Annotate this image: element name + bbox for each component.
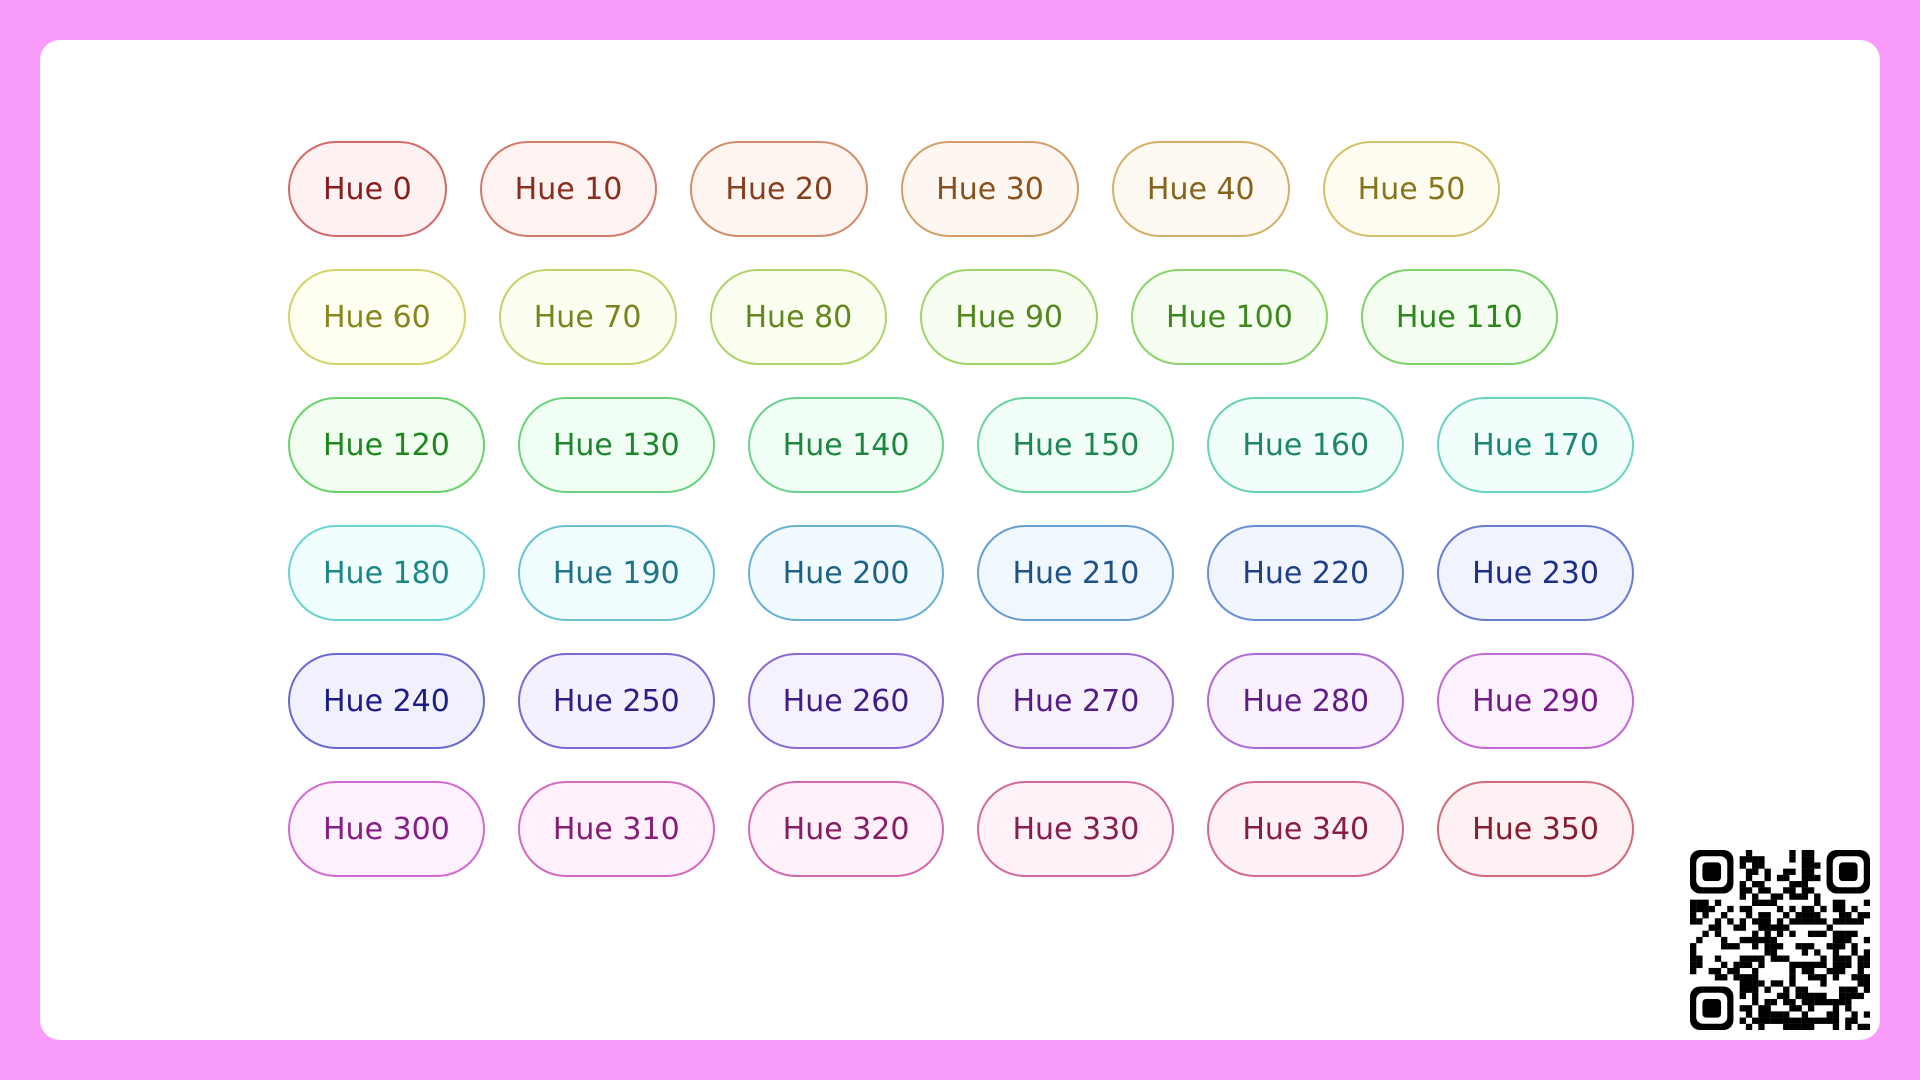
hue-row: Hue 300 Hue 310 Hue 320 Hue 330 Hue 340 Hue 3…: [288, 781, 1634, 877]
content-card: Hue 0 Hue 10 Hue 20 Hue 30 Hue 40 Hue 50 Hue 6…: [40, 40, 1880, 1040]
hue-row: Hue 180 Hue 190 Hue 200 Hue 210 Hue 220 Hue 2…: [288, 525, 1634, 621]
hue-pill[interactable]: Hue 50: [1322, 141, 1501, 237]
hue-pill[interactable]: Hue 140: [747, 397, 945, 493]
hue-pill[interactable]: Hue 170: [1437, 397, 1634, 493]
hue-pill[interactable]: Hue 150: [977, 397, 1175, 493]
hue-pill[interactable]: Hue 30: [901, 141, 1079, 237]
hue-pill[interactable]: Hue 290: [1437, 653, 1634, 749]
hue-pill[interactable]: Hue 200: [747, 525, 945, 621]
hue-pill[interactable]: Hue 20: [690, 141, 869, 237]
hue-row: Hue 0 Hue 10 Hue 20 Hue 30 Hue 40 Hue 50: [288, 141, 1634, 237]
hue-pill[interactable]: Hue 120: [288, 397, 485, 493]
hue-pill[interactable]: Hue 190: [517, 525, 715, 621]
hue-pill[interactable]: Hue 260: [747, 653, 945, 749]
hue-row: Hue 60 Hue 70 Hue 80 Hue 90 Hue 100 Hue 110: [288, 269, 1634, 365]
hue-pill[interactable]: Hue 340: [1207, 781, 1405, 877]
hue-pill[interactable]: Hue 310: [517, 781, 715, 877]
hue-pill[interactable]: Hue 10: [479, 141, 658, 237]
hue-pill[interactable]: Hue 100: [1131, 269, 1328, 365]
hue-pill[interactable]: Hue 160: [1207, 397, 1405, 493]
hue-pill[interactable]: Hue 320: [747, 781, 945, 877]
hue-pill[interactable]: Hue 250: [517, 653, 715, 749]
hue-row: Hue 120 Hue 130 Hue 140 Hue 150 Hue 160 Hue 1…: [288, 397, 1634, 493]
hue-pill[interactable]: Hue 60: [288, 269, 466, 365]
hue-pill[interactable]: Hue 180: [288, 525, 485, 621]
hue-pill[interactable]: Hue 350: [1437, 781, 1634, 877]
hue-pill[interactable]: Hue 300: [288, 781, 485, 877]
hue-row: Hue 240 Hue 250 Hue 260 Hue 270 Hue 280 Hue 2…: [288, 653, 1634, 749]
hue-pill[interactable]: Hue 110: [1360, 269, 1558, 365]
hue-pill[interactable]: Hue 240: [288, 653, 485, 749]
hue-pill[interactable]: Hue 130: [517, 397, 715, 493]
hue-pill[interactable]: Hue 90: [920, 269, 1098, 365]
hue-pill[interactable]: Hue 0: [288, 141, 447, 237]
hue-pill[interactable]: Hue 270: [977, 653, 1175, 749]
hue-pill-grid: Hue 0 Hue 10 Hue 20 Hue 30 Hue 40 Hue 50 Hue 6…: [288, 141, 1634, 877]
hue-pill[interactable]: Hue 70: [498, 269, 677, 365]
hue-pill[interactable]: Hue 330: [977, 781, 1175, 877]
qr-code-icon: [1690, 850, 1870, 1030]
hue-pill[interactable]: Hue 210: [977, 525, 1175, 621]
hue-pill[interactable]: Hue 80: [709, 269, 888, 365]
hue-pill[interactable]: Hue 40: [1111, 141, 1290, 237]
hue-pill[interactable]: Hue 220: [1207, 525, 1405, 621]
hue-pill[interactable]: Hue 230: [1437, 525, 1634, 621]
hue-pill[interactable]: Hue 280: [1207, 653, 1405, 749]
